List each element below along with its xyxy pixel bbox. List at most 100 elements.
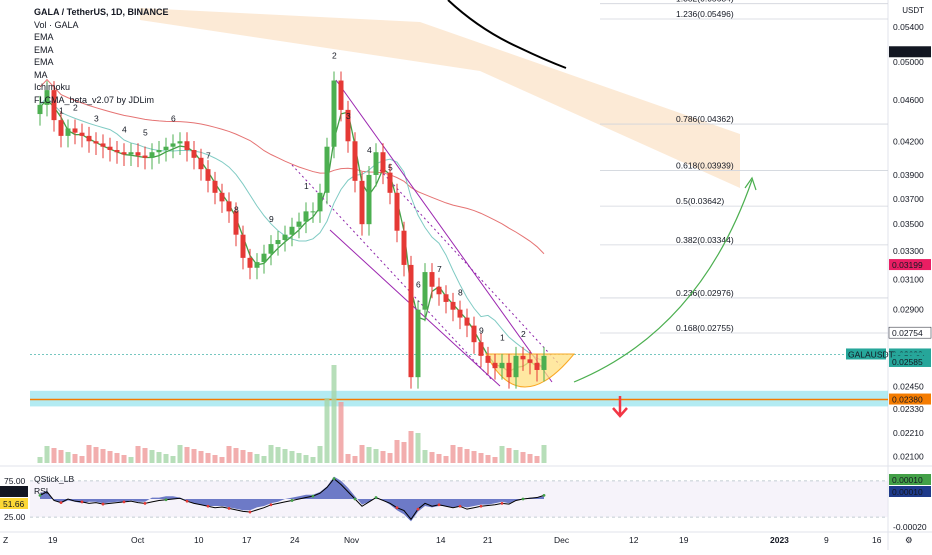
qstick-title[interactable]: QStick_LB bbox=[34, 474, 75, 484]
candle-body[interactable] bbox=[394, 192, 400, 231]
candle-body[interactable] bbox=[296, 221, 302, 227]
candle-body[interactable] bbox=[37, 104, 43, 115]
candle-body[interactable] bbox=[415, 309, 421, 378]
candle-body[interactable] bbox=[527, 359, 533, 363]
candle-body[interactable] bbox=[191, 150, 197, 158]
candle-body[interactable] bbox=[212, 180, 218, 193]
candle-body[interactable] bbox=[170, 143, 176, 147]
candle-body[interactable] bbox=[499, 362, 505, 369]
candle-body[interactable] bbox=[443, 294, 449, 302]
candle-body[interactable] bbox=[331, 80, 337, 147]
candle-body[interactable] bbox=[184, 141, 190, 151]
candle-body[interactable] bbox=[100, 143, 106, 147]
candle-body[interactable] bbox=[303, 211, 309, 222]
indicator-ichimoku[interactable]: Ichimoku bbox=[34, 82, 71, 92]
candle-body[interactable] bbox=[233, 211, 239, 235]
candle-body[interactable] bbox=[128, 152, 134, 155]
candle-body[interactable] bbox=[345, 109, 351, 142]
rsi-title[interactable]: RSI bbox=[34, 486, 49, 496]
candle-body[interactable] bbox=[520, 355, 526, 360]
symbol-title[interactable]: GALA / TetherUS, 1D, BINANCE bbox=[34, 7, 169, 17]
right-value-2: 0.00010 bbox=[892, 487, 923, 497]
rsi-dot bbox=[185, 499, 189, 503]
candle-body[interactable] bbox=[163, 146, 169, 151]
rsi-dot bbox=[500, 501, 504, 505]
x-tick-label: 14 bbox=[436, 535, 446, 545]
signal-number: 9 bbox=[269, 214, 274, 224]
candle-body[interactable] bbox=[310, 211, 316, 213]
candle-body[interactable] bbox=[464, 317, 470, 326]
candle-body[interactable] bbox=[142, 155, 148, 158]
candle-body[interactable] bbox=[205, 169, 211, 181]
candle-body[interactable] bbox=[149, 152, 155, 158]
candle-body[interactable] bbox=[135, 152, 141, 156]
candle-body[interactable] bbox=[380, 152, 386, 173]
indicator-ma[interactable]: MA bbox=[34, 69, 48, 80]
candle-body[interactable] bbox=[478, 342, 484, 356]
volume-bar bbox=[352, 456, 358, 463]
candle-body[interactable] bbox=[226, 201, 232, 212]
candle-body[interactable] bbox=[247, 257, 253, 268]
candle-body[interactable] bbox=[492, 362, 498, 369]
candle-body[interactable] bbox=[289, 226, 295, 235]
candle-body[interactable] bbox=[422, 272, 428, 310]
indicator-flcma[interactable]: FLCMA_beta_v2.07 by JDLim bbox=[34, 94, 155, 105]
x-tick-label: 9 bbox=[824, 535, 829, 545]
symbol-tag[interactable]: GALAUSDT bbox=[848, 349, 894, 359]
candle-body[interactable] bbox=[72, 128, 78, 133]
candle-body[interactable] bbox=[366, 174, 372, 225]
indicator-vol[interactable]: Vol · GALA bbox=[34, 19, 79, 30]
candle-body[interactable] bbox=[324, 146, 330, 193]
candle-body[interactable] bbox=[282, 234, 288, 241]
candle-body[interactable] bbox=[65, 128, 71, 136]
fib-label: 0.236(0.02976) bbox=[676, 288, 734, 298]
candle-body[interactable] bbox=[317, 192, 323, 212]
candle-body[interactable] bbox=[240, 234, 246, 258]
candle-body[interactable] bbox=[219, 192, 225, 202]
candle-body[interactable] bbox=[408, 264, 414, 378]
candle-body[interactable] bbox=[261, 253, 267, 263]
candle-body[interactable] bbox=[198, 157, 204, 170]
candle-body[interactable] bbox=[107, 146, 113, 151]
candle-body[interactable] bbox=[506, 362, 512, 378]
candle-body[interactable] bbox=[121, 152, 127, 155]
candle-body[interactable] bbox=[275, 240, 281, 245]
indicator-ema-3[interactable]: EMA bbox=[34, 57, 54, 67]
candle-body[interactable] bbox=[471, 325, 477, 343]
candle-body[interactable] bbox=[534, 362, 540, 370]
candle-body[interactable] bbox=[429, 272, 435, 287]
candle-body[interactable] bbox=[387, 172, 393, 193]
volume-bar bbox=[51, 448, 57, 463]
candle-body[interactable] bbox=[513, 355, 519, 378]
candle-body[interactable] bbox=[485, 355, 491, 363]
candle-body[interactable] bbox=[93, 141, 99, 144]
rsi-dot bbox=[122, 500, 126, 504]
candle-body[interactable] bbox=[114, 150, 120, 153]
volume-bar bbox=[317, 446, 323, 463]
volume-bar bbox=[303, 455, 309, 463]
candle-body[interactable] bbox=[450, 301, 456, 310]
x-tick-label: 19 bbox=[48, 535, 58, 545]
candle-body[interactable] bbox=[457, 309, 463, 318]
candle-body[interactable] bbox=[156, 150, 162, 153]
candle-body[interactable] bbox=[51, 90, 57, 121]
candle-body[interactable] bbox=[254, 262, 260, 268]
candle-body[interactable] bbox=[338, 80, 344, 110]
candle-body[interactable] bbox=[401, 230, 407, 265]
indicator-ema-2[interactable]: EMA bbox=[34, 44, 54, 55]
candle-body[interactable] bbox=[268, 244, 274, 254]
zoom-icon[interactable]: Z bbox=[3, 535, 8, 545]
candle-body[interactable] bbox=[79, 132, 85, 136]
candle-body[interactable] bbox=[58, 120, 64, 136]
candle-body[interactable] bbox=[436, 286, 442, 295]
candle-body[interactable] bbox=[359, 180, 365, 225]
candle-body[interactable] bbox=[541, 355, 547, 370]
candle-body[interactable] bbox=[44, 90, 50, 105]
indicator-ema-1[interactable]: EMA bbox=[34, 32, 54, 42]
settings-icon[interactable]: ⚙ bbox=[905, 535, 913, 545]
candle-body[interactable] bbox=[86, 135, 92, 142]
candle-body[interactable] bbox=[177, 141, 183, 144]
candle-body[interactable] bbox=[373, 152, 379, 175]
candle-body[interactable] bbox=[352, 141, 358, 181]
